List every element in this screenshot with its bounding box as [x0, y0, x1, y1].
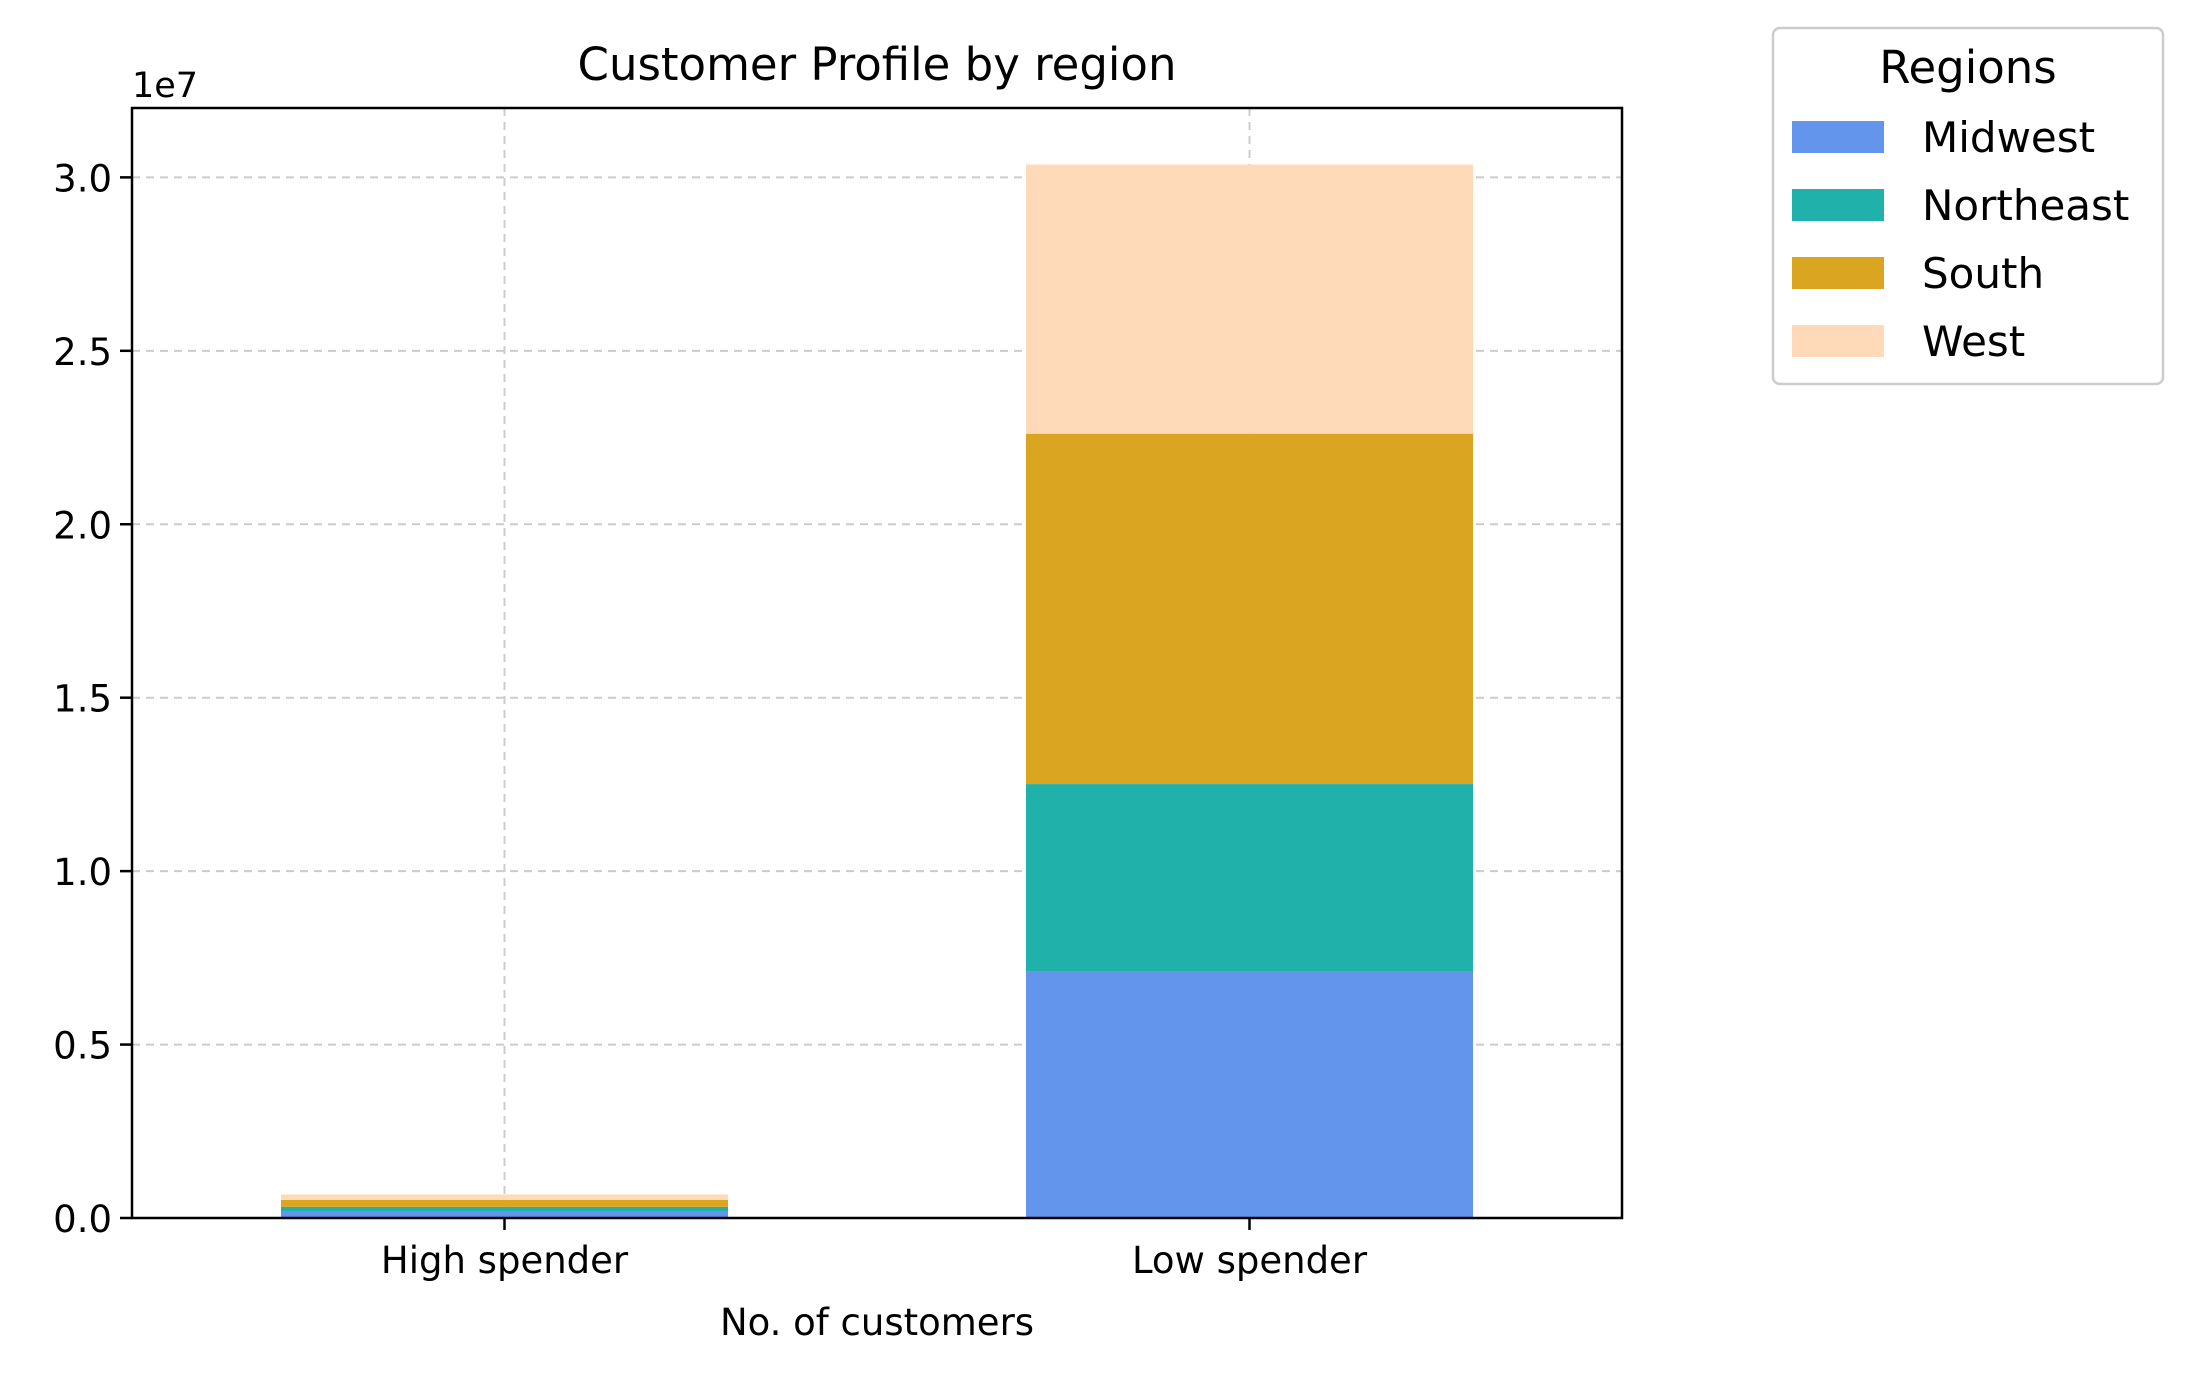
legend: Regions Midwest Northeast South West — [1771, 26, 2165, 386]
bar-segment-midwest — [281, 1211, 728, 1218]
legend-label-west: West — [1922, 317, 2025, 366]
y-tick-label: 1.0 — [53, 851, 112, 894]
x-tick-label: Low spender — [1132, 1239, 1368, 1282]
y-tick-label: 2.5 — [53, 331, 112, 374]
y-tick-label: 3.0 — [53, 157, 112, 200]
legend-swatch-northeast — [1792, 189, 1884, 221]
bar-segment-west — [281, 1194, 728, 1200]
bars — [281, 164, 1473, 1218]
bar-segment-northeast — [1026, 784, 1473, 972]
bar-segment-south — [281, 1199, 728, 1207]
y-axis: 0.0 0.5 1.0 1.5 2.0 2.5 3.0 — [53, 157, 132, 1241]
legend-swatch-west — [1792, 325, 1884, 357]
y-tick-label: 0.0 — [53, 1198, 112, 1241]
x-axis-label: No. of customers — [720, 1301, 1034, 1344]
legend-items: Midwest Northeast South West — [1792, 113, 2129, 366]
y-tick-label: 1.5 — [53, 678, 112, 721]
legend-label-midwest: Midwest — [1922, 113, 2095, 162]
bar-segment-northeast — [281, 1206, 728, 1212]
y-tick-label: 0.5 — [53, 1025, 112, 1068]
x-axis: High spender Low spender — [381, 1218, 1368, 1282]
legend-box — [1771, 26, 2165, 386]
legend-title: Regions — [1879, 41, 2057, 94]
legend-swatch-south — [1792, 257, 1884, 289]
bar-segment-midwest — [1026, 971, 1473, 1218]
legend-label-northeast: Northeast — [1922, 181, 2129, 230]
bar-segment-west — [1026, 164, 1473, 434]
y-tick-label: 2.0 — [53, 504, 112, 547]
x-tick-label: High spender — [381, 1239, 629, 1282]
chart-title: Customer Profile by region — [578, 38, 1177, 91]
bar-segment-south — [1026, 433, 1473, 785]
legend-label-south: South — [1922, 249, 2044, 298]
plot-frame — [130, 106, 1624, 1220]
legend-swatch-midwest — [1792, 121, 1884, 153]
y-offset-label: 1e7 — [132, 66, 198, 106]
